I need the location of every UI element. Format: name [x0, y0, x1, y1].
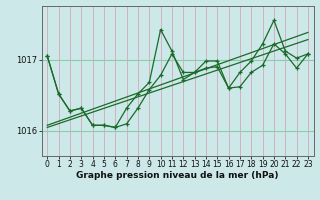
X-axis label: Graphe pression niveau de la mer (hPa): Graphe pression niveau de la mer (hPa) — [76, 171, 279, 180]
